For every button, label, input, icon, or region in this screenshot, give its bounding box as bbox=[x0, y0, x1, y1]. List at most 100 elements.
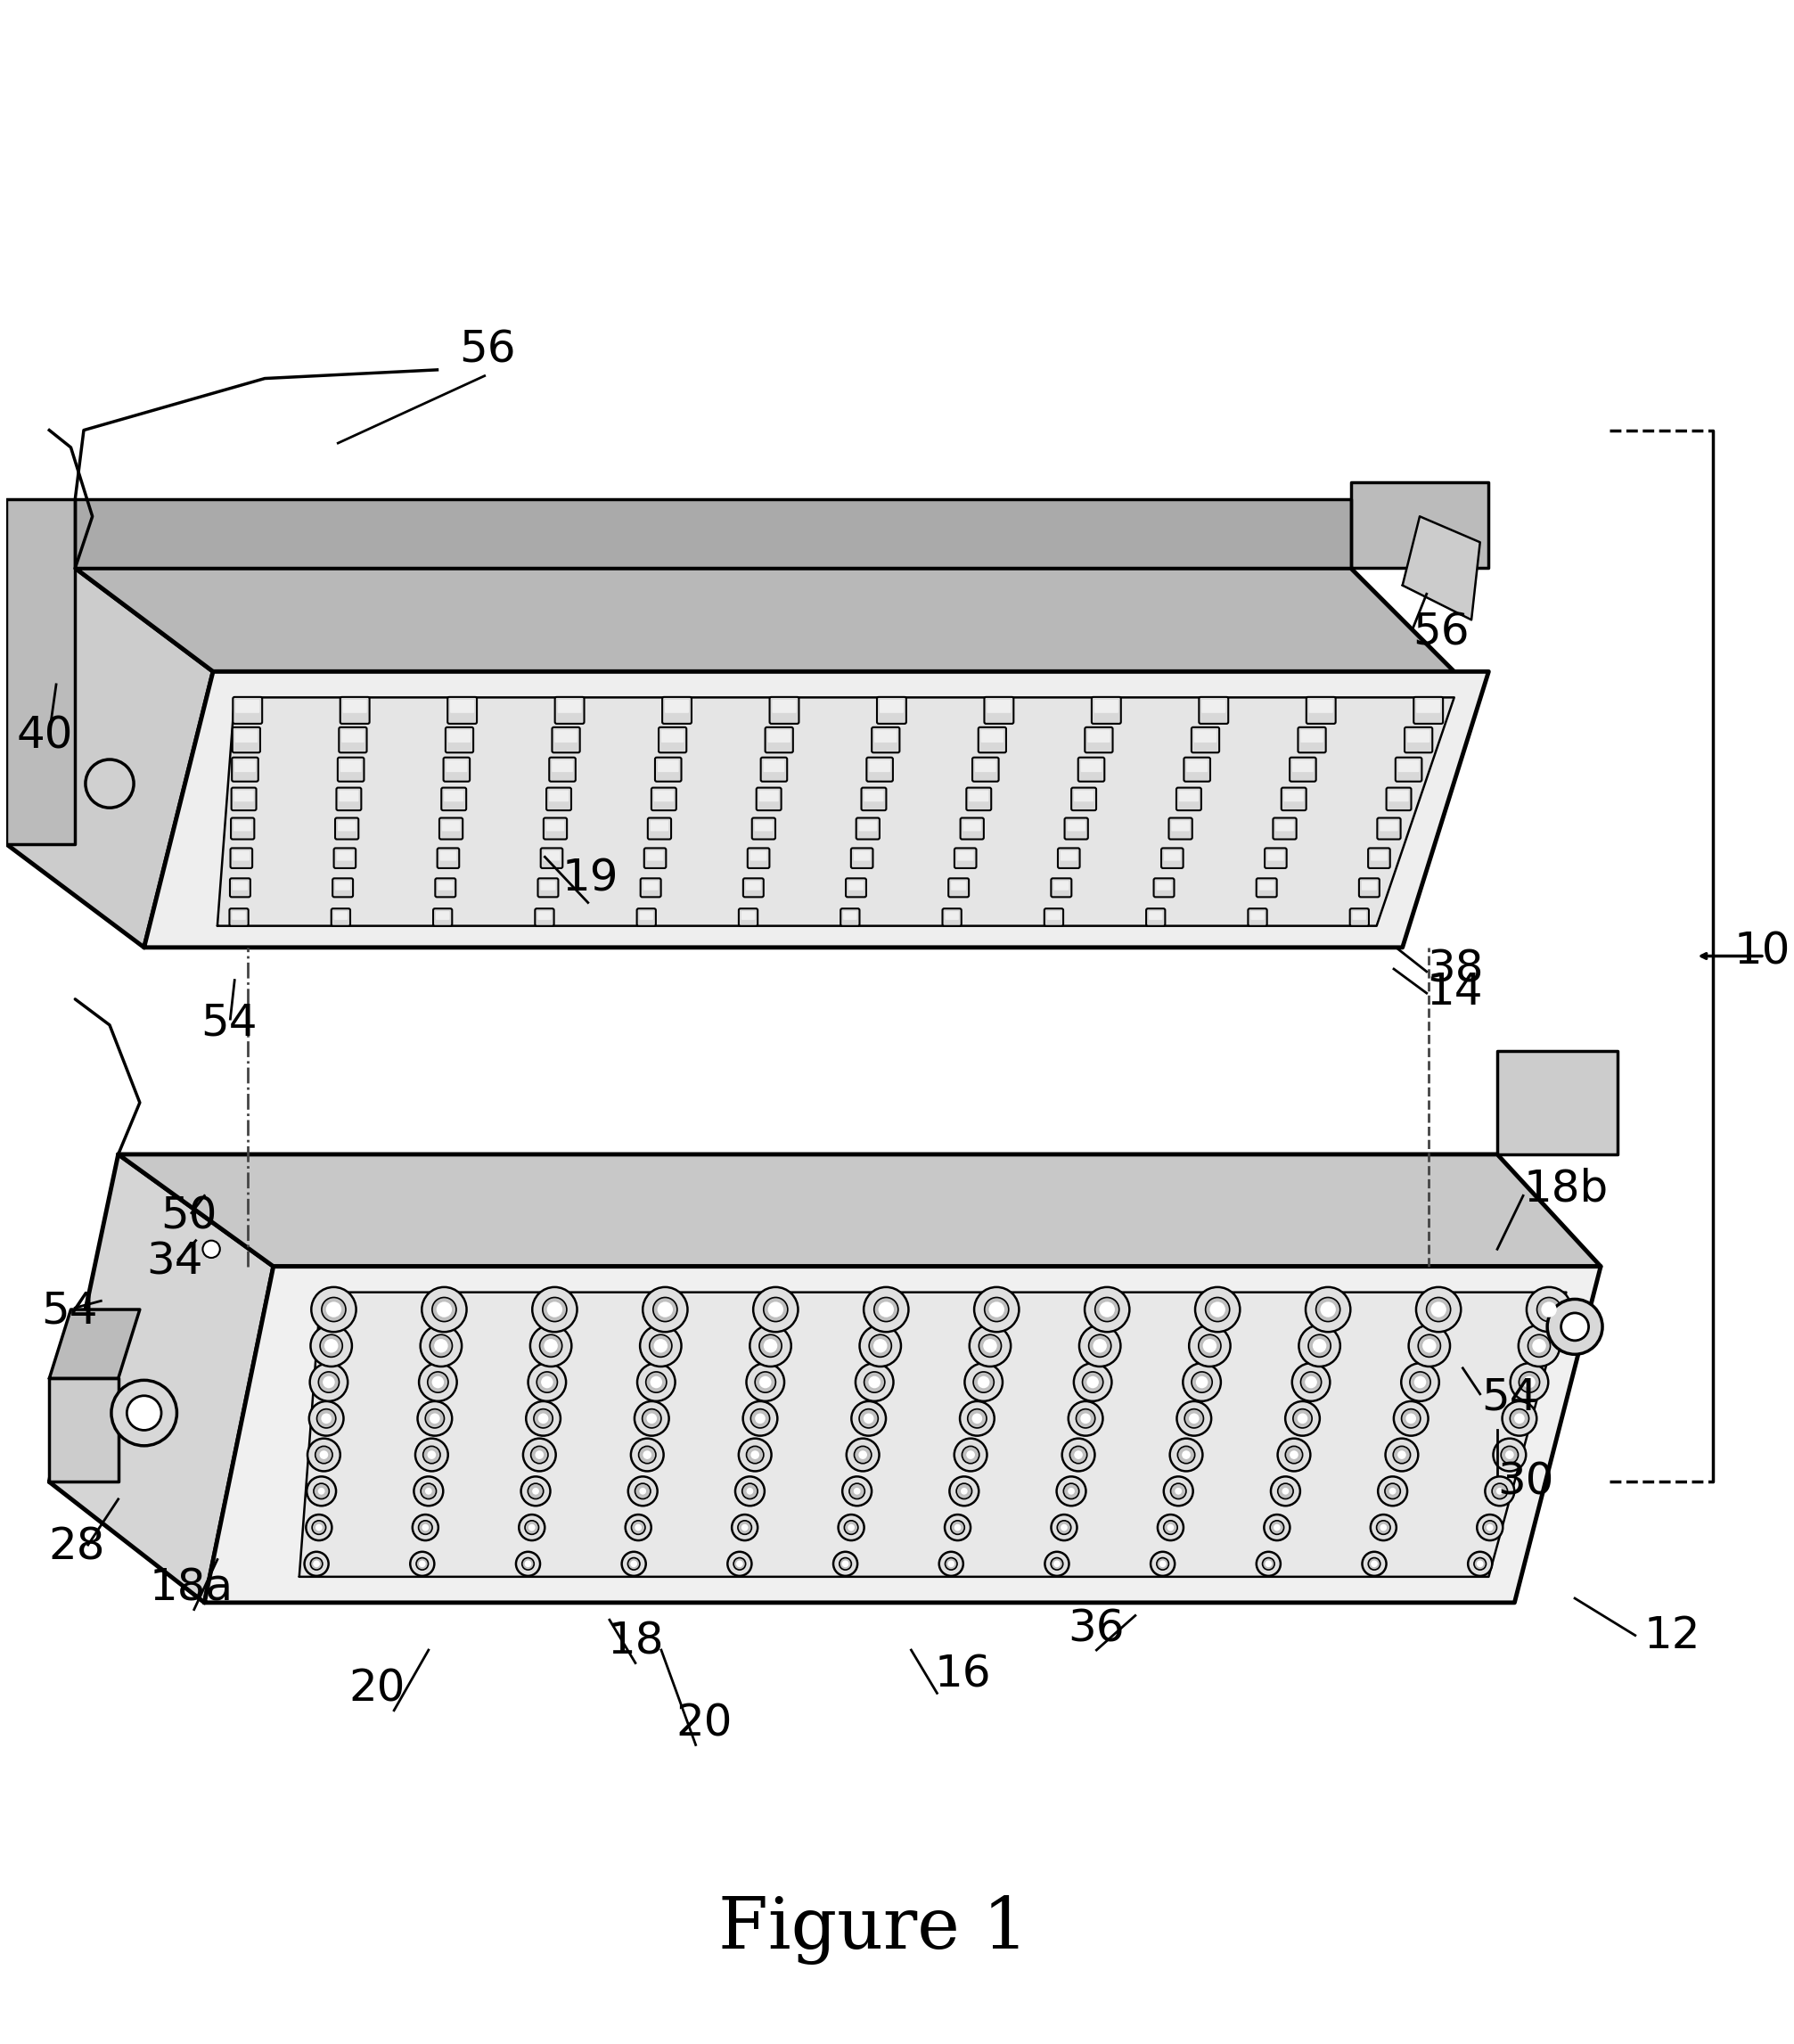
FancyBboxPatch shape bbox=[334, 912, 348, 920]
Circle shape bbox=[945, 1515, 971, 1541]
FancyBboxPatch shape bbox=[985, 697, 1014, 724]
FancyBboxPatch shape bbox=[1405, 728, 1432, 752]
Circle shape bbox=[420, 1363, 457, 1400]
FancyBboxPatch shape bbox=[954, 848, 976, 869]
Circle shape bbox=[854, 1488, 861, 1494]
Circle shape bbox=[841, 1560, 849, 1568]
FancyBboxPatch shape bbox=[951, 881, 967, 891]
Circle shape bbox=[1100, 1302, 1114, 1316]
Circle shape bbox=[1263, 1558, 1274, 1570]
FancyBboxPatch shape bbox=[987, 699, 1012, 713]
FancyBboxPatch shape bbox=[545, 820, 565, 832]
Circle shape bbox=[1285, 1402, 1320, 1435]
FancyBboxPatch shape bbox=[233, 791, 253, 801]
Circle shape bbox=[631, 1521, 646, 1535]
Circle shape bbox=[854, 1447, 872, 1464]
Text: 40: 40 bbox=[16, 715, 74, 758]
Text: 36: 36 bbox=[1067, 1607, 1125, 1650]
Circle shape bbox=[423, 1447, 440, 1464]
Circle shape bbox=[1270, 1521, 1285, 1535]
Polygon shape bbox=[205, 1267, 1600, 1602]
Text: 54: 54 bbox=[41, 1290, 97, 1333]
Circle shape bbox=[1051, 1558, 1064, 1570]
FancyBboxPatch shape bbox=[974, 760, 996, 773]
Circle shape bbox=[526, 1402, 560, 1435]
Circle shape bbox=[411, 1551, 434, 1576]
FancyBboxPatch shape bbox=[233, 881, 248, 891]
Circle shape bbox=[743, 1484, 757, 1498]
Circle shape bbox=[646, 1372, 667, 1392]
FancyBboxPatch shape bbox=[235, 699, 260, 713]
Circle shape bbox=[1198, 1335, 1222, 1357]
FancyBboxPatch shape bbox=[1044, 908, 1064, 926]
FancyBboxPatch shape bbox=[1048, 912, 1060, 920]
FancyBboxPatch shape bbox=[341, 760, 361, 773]
FancyBboxPatch shape bbox=[544, 850, 560, 861]
FancyBboxPatch shape bbox=[1146, 908, 1164, 926]
FancyBboxPatch shape bbox=[1414, 697, 1442, 724]
Circle shape bbox=[631, 1439, 664, 1472]
Circle shape bbox=[418, 1521, 432, 1535]
Circle shape bbox=[1292, 1363, 1329, 1400]
Text: 56: 56 bbox=[459, 329, 515, 372]
Circle shape bbox=[1398, 1451, 1406, 1459]
Circle shape bbox=[321, 1298, 346, 1322]
Circle shape bbox=[626, 1515, 651, 1541]
FancyBboxPatch shape bbox=[558, 699, 581, 713]
Circle shape bbox=[1475, 1558, 1485, 1570]
Circle shape bbox=[1520, 1372, 1539, 1392]
Polygon shape bbox=[1498, 1051, 1618, 1155]
FancyBboxPatch shape bbox=[334, 848, 355, 869]
Circle shape bbox=[741, 1525, 748, 1531]
Text: 38: 38 bbox=[1426, 948, 1484, 991]
Circle shape bbox=[1385, 1439, 1419, 1472]
Circle shape bbox=[432, 1376, 443, 1388]
Circle shape bbox=[1293, 1408, 1311, 1429]
Polygon shape bbox=[1403, 517, 1480, 619]
Circle shape bbox=[845, 1521, 858, 1535]
Text: 54: 54 bbox=[1482, 1376, 1537, 1419]
Circle shape bbox=[863, 1412, 874, 1425]
Circle shape bbox=[1157, 1558, 1168, 1570]
Circle shape bbox=[1277, 1439, 1310, 1472]
Circle shape bbox=[759, 1335, 782, 1357]
Circle shape bbox=[318, 1488, 325, 1494]
FancyBboxPatch shape bbox=[651, 820, 669, 832]
Circle shape bbox=[427, 1372, 448, 1392]
Circle shape bbox=[1394, 1402, 1428, 1435]
Text: 34: 34 bbox=[147, 1241, 203, 1284]
Circle shape bbox=[639, 1488, 646, 1494]
FancyBboxPatch shape bbox=[343, 699, 368, 713]
Circle shape bbox=[734, 1558, 746, 1570]
FancyBboxPatch shape bbox=[339, 728, 366, 752]
Circle shape bbox=[838, 1515, 865, 1541]
Circle shape bbox=[1297, 1412, 1308, 1425]
FancyBboxPatch shape bbox=[746, 881, 761, 891]
FancyBboxPatch shape bbox=[1398, 760, 1419, 773]
Circle shape bbox=[755, 1412, 766, 1425]
Circle shape bbox=[967, 1408, 987, 1429]
Text: 18: 18 bbox=[606, 1621, 664, 1664]
Circle shape bbox=[962, 1447, 980, 1464]
Circle shape bbox=[1164, 1476, 1193, 1506]
Circle shape bbox=[533, 1488, 538, 1494]
FancyBboxPatch shape bbox=[1415, 699, 1441, 713]
FancyBboxPatch shape bbox=[554, 730, 578, 742]
Circle shape bbox=[1401, 1408, 1421, 1429]
FancyBboxPatch shape bbox=[874, 730, 897, 742]
FancyBboxPatch shape bbox=[436, 879, 456, 897]
Circle shape bbox=[536, 1372, 558, 1392]
FancyBboxPatch shape bbox=[981, 730, 1003, 742]
Circle shape bbox=[628, 1558, 640, 1570]
Circle shape bbox=[750, 1325, 791, 1367]
FancyBboxPatch shape bbox=[231, 787, 257, 809]
Circle shape bbox=[524, 1560, 531, 1568]
Circle shape bbox=[628, 1476, 657, 1506]
Circle shape bbox=[309, 1402, 344, 1435]
FancyBboxPatch shape bbox=[1058, 848, 1080, 869]
FancyBboxPatch shape bbox=[549, 758, 576, 781]
Circle shape bbox=[1301, 1372, 1322, 1392]
FancyBboxPatch shape bbox=[1191, 728, 1220, 752]
FancyBboxPatch shape bbox=[764, 760, 784, 773]
FancyBboxPatch shape bbox=[1349, 908, 1369, 926]
